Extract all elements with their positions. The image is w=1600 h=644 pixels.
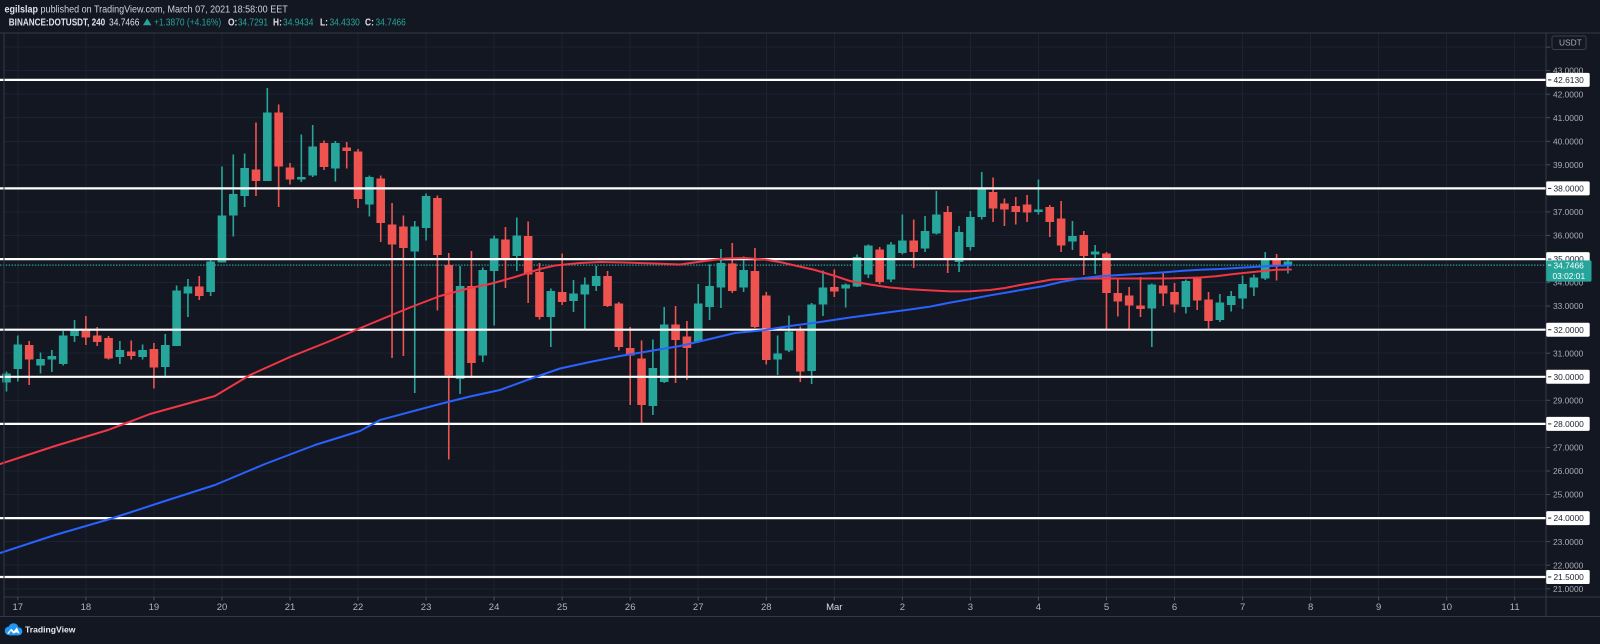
svg-text:25.0000: 25.0000 [1553,490,1584,500]
svg-text:39.0000: 39.0000 [1553,160,1584,170]
svg-text:egilslap published on TradingV: egilslap published on TradingView.com, M… [5,3,288,14]
svg-text:21.5000: 21.5000 [1554,572,1585,582]
svg-text:42.0000: 42.0000 [1553,89,1584,99]
svg-text:7: 7 [1240,602,1245,613]
svg-text:8: 8 [1308,602,1313,613]
svg-text:26: 26 [625,602,636,613]
svg-text:21: 21 [285,602,296,613]
svg-text:26.0000: 26.0000 [1553,466,1584,476]
svg-text:23.0000: 23.0000 [1553,537,1584,547]
svg-text:23: 23 [421,602,432,613]
svg-text:37.0000: 37.0000 [1553,207,1584,217]
svg-text:17: 17 [13,602,24,613]
svg-text:22: 22 [353,602,364,613]
svg-text:2: 2 [900,602,905,613]
svg-text:21.0000: 21.0000 [1553,584,1584,594]
svg-text:9: 9 [1376,602,1381,613]
svg-text:43.0000: 43.0000 [1553,66,1584,76]
svg-text:6: 6 [1172,602,1177,613]
svg-text:20: 20 [217,602,228,613]
svg-text:42.6130: 42.6130 [1554,75,1585,85]
svg-text:40.0000: 40.0000 [1553,136,1584,146]
svg-text:36.0000: 36.0000 [1553,231,1584,241]
svg-text:19: 19 [149,602,160,613]
svg-text:25: 25 [557,602,568,613]
svg-text:18: 18 [81,602,92,613]
svg-text:10: 10 [1441,602,1452,613]
svg-text:28: 28 [761,602,772,613]
svg-text:32.0000: 32.0000 [1554,325,1585,335]
svg-text:5: 5 [1104,602,1109,613]
svg-text:34.0000: 34.0000 [1553,278,1584,288]
svg-text:38.0000: 38.0000 [1554,184,1585,194]
svg-text:4: 4 [1036,602,1041,613]
svg-text:24: 24 [489,602,500,613]
svg-text:41.0000: 41.0000 [1553,113,1584,123]
svg-text:22.0000: 22.0000 [1553,560,1584,570]
svg-text:TradingView: TradingView [25,625,76,635]
svg-text:28.0000: 28.0000 [1554,419,1585,429]
svg-text:USDT: USDT [1559,38,1582,48]
svg-text:24.0000: 24.0000 [1554,513,1585,523]
svg-text:11: 11 [1510,602,1520,613]
svg-text:35.0000: 35.0000 [1554,254,1585,264]
svg-text:31.0000: 31.0000 [1553,348,1584,358]
svg-text:3: 3 [968,602,973,613]
svg-text:29.0000: 29.0000 [1553,395,1584,405]
svg-text:27.0000: 27.0000 [1553,443,1584,453]
svg-text:27: 27 [693,602,704,613]
svg-text:33.0000: 33.0000 [1553,301,1584,311]
svg-text:Mar: Mar [826,602,842,613]
svg-text:30.0000: 30.0000 [1554,372,1585,382]
svg-text:03:02:01: 03:02:01 [1553,271,1586,281]
svg-text:34.7466: 34.7466 [1554,260,1585,270]
